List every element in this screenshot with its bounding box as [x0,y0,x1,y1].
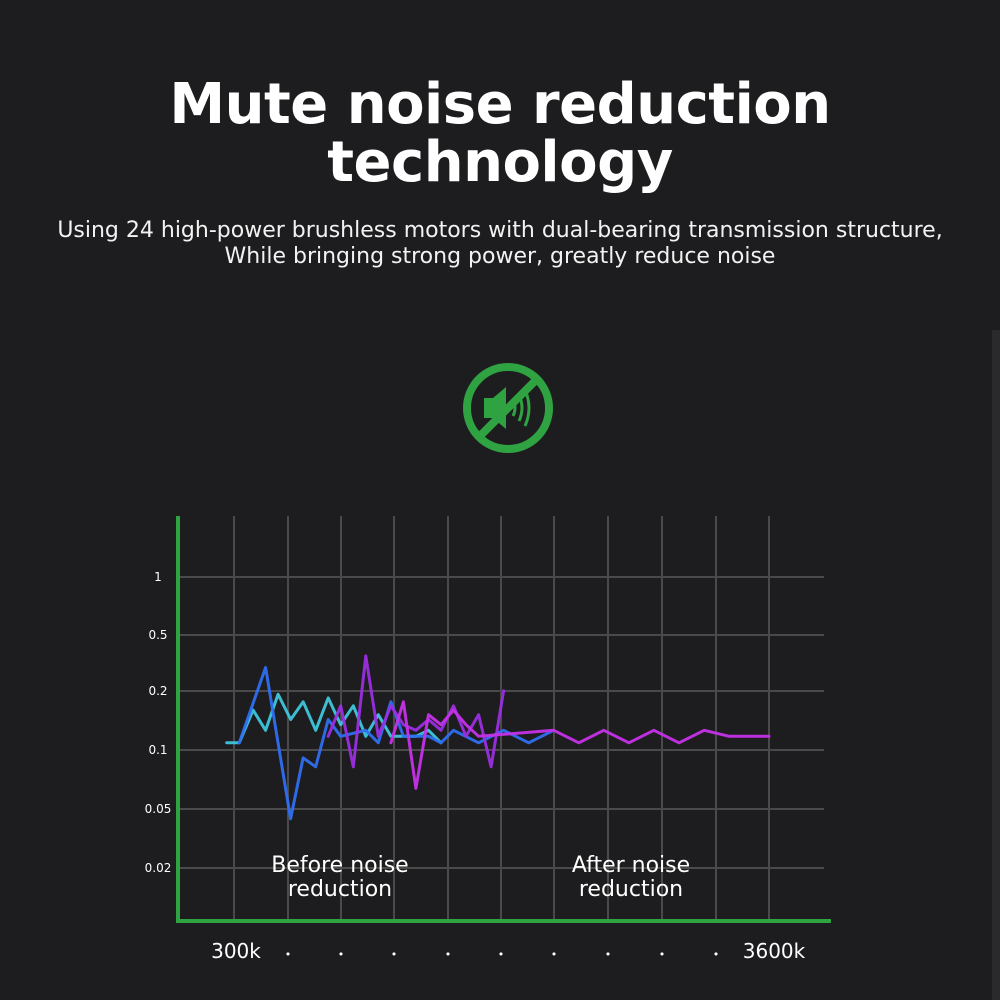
x-tick-label: 3600k [743,939,806,963]
x-tick-label: • [445,948,452,961]
series-line-4 [389,700,771,790]
x-tick-labels: 300k • • • • • • • • • 3600k [211,939,806,963]
x-tick-label: • [551,948,558,961]
y-tick-labels: 1 0.5 0.2 0.1 0.05 0.02 [145,570,172,875]
title-line-1: Mute noise reduction [169,72,831,137]
y-tick-label: 1 [154,570,162,584]
x-tick-label: 300k [211,939,261,963]
icon-ring [463,363,553,453]
x-tick-label: • [391,948,398,961]
mute-speaker-icon [463,363,553,453]
x-tick-label: • [605,948,612,961]
y-tick-label: 0.5 [148,628,167,642]
right-edge-shade [992,330,1000,1000]
y-tick-label: 0.02 [145,861,172,875]
feature-description: Using 24 high-power brushless motors wit… [0,218,1000,270]
before-label-line-1: Before noise [271,853,408,878]
series-line-2 [237,666,556,821]
x-tick-label: • [659,948,666,961]
y-tick-label: 0.05 [145,802,172,816]
chart-series [225,654,771,821]
x-tick-label: • [285,948,292,961]
x-tick-label: • [338,948,345,961]
series-line-3 [326,654,506,769]
title-line-2: technology [327,130,673,195]
before-label-line-2: reduction [288,877,392,902]
description-line-1: Using 24 high-power brushless motors wit… [57,218,943,243]
y-tick-label: 0.2 [148,684,167,698]
noise-chart: 1 0.5 0.2 0.1 0.05 0.02 300k • • • • • • • • • 3600k Be… [145,516,831,963]
after-label-line-2: reduction [579,877,683,902]
description-line-2: While bringing strong power, greatly red… [224,244,776,269]
x-tick-label: • [713,948,720,961]
annotation-before: Before noise reduction [271,853,408,902]
icon-slash [477,377,539,439]
annotation-after: After noise reduction [572,853,690,902]
chart-axes [176,516,831,923]
chart-grid [178,516,824,921]
y-tick-label: 0.1 [148,743,167,757]
after-label-line-1: After noise [572,853,690,878]
x-tick-label: • [498,948,505,961]
page-title: Mute noise reduction technology [0,76,1000,192]
